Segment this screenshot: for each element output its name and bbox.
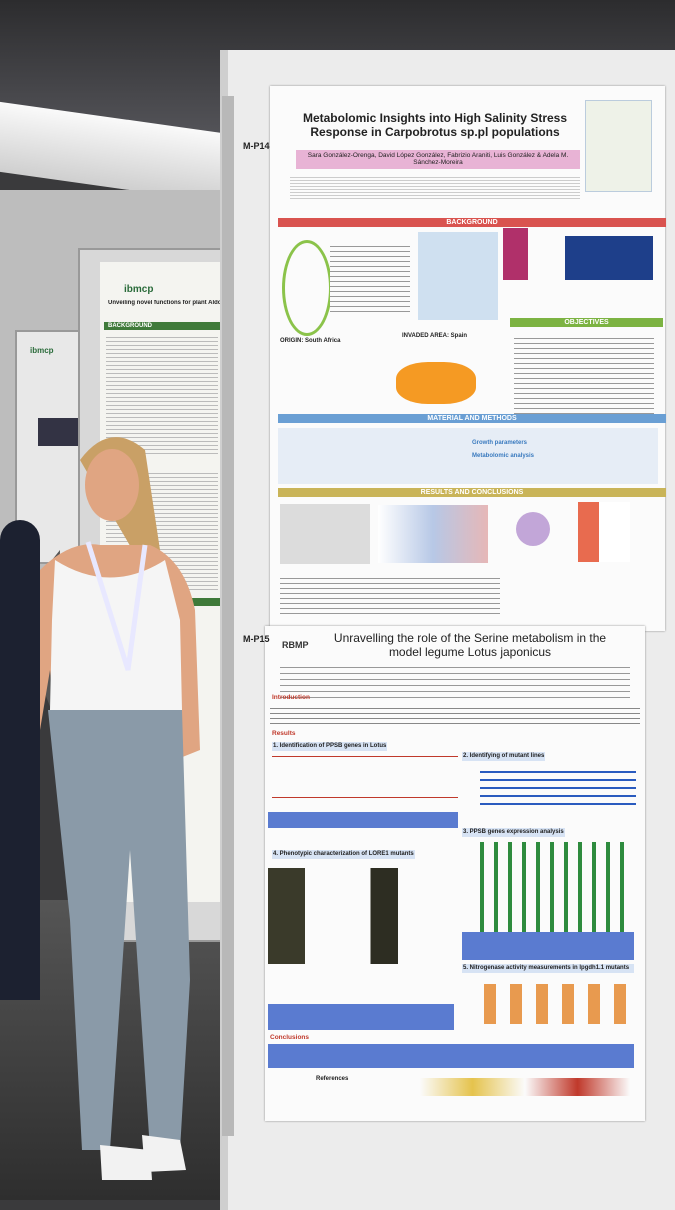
invaded-label: INVADED AREA: Spain: [402, 333, 468, 339]
section: Conclusions: [270, 1034, 310, 1041]
far-image: [38, 418, 78, 446]
authors: [280, 662, 630, 702]
person: [12, 437, 200, 1180]
logo-badge: [585, 100, 652, 192]
face: [85, 449, 139, 521]
section-header: BACKGROUND: [278, 218, 666, 227]
section: Results: [272, 730, 296, 737]
section: 2. Identifying of mutant lines: [462, 752, 546, 761]
poster-authors: Sara González-Orenga, David López Gonzál…: [296, 150, 580, 169]
background-text: [330, 242, 410, 312]
conclusions-box: [268, 1044, 634, 1068]
section: 3. PPSB genes expression analysis: [462, 828, 565, 837]
section: 4. Phenotypic characterization of LORE1 …: [272, 850, 415, 859]
left-logo: ibmcp: [124, 284, 154, 295]
section: References: [316, 1076, 349, 1082]
section: 5. Nitrogenase activity measurements in …: [462, 964, 634, 973]
poster-code: M-P15: [243, 634, 270, 644]
phenotype-photos: [268, 868, 454, 964]
plant-photo: [503, 228, 528, 280]
method-label: Growth parameters: [472, 440, 528, 446]
nitrogenase-chart: [470, 984, 630, 1024]
expression-bars: [470, 842, 634, 932]
left-text: [106, 334, 218, 454]
section: 1. Identification of PPSB genes in Lotus: [272, 742, 388, 751]
methods-panel: [278, 428, 658, 484]
world-map: [565, 236, 653, 280]
gene-map: [480, 765, 636, 805]
conclusion-text: [280, 574, 500, 614]
venn: [516, 512, 550, 546]
board-frame: [222, 96, 234, 1136]
lanyard: [85, 541, 148, 671]
poster-logo: RBMP: [282, 640, 309, 650]
section-header: RESULTS AND CONCLUSIONS: [278, 488, 666, 497]
section: Introduction: [272, 694, 310, 701]
poster-title: Metabolomic Insights into High Salinity …: [302, 111, 568, 139]
intro-text: [270, 704, 640, 726]
blue-box: [268, 1004, 454, 1030]
origin-label: ORIGIN: South Africa: [280, 338, 341, 344]
section-header: MATERIAL AND METHODS: [278, 414, 666, 423]
shoes: [100, 1135, 186, 1180]
left-title: Unveiling novel functions for plant Aldo…: [108, 300, 220, 306]
cycle-diagram: [282, 240, 332, 336]
pca-plot: [378, 505, 488, 563]
gene-box: [268, 812, 458, 828]
trousers: [48, 710, 190, 1150]
funding-logos: [420, 1078, 630, 1096]
seedlings-photo: [280, 504, 370, 564]
poster-code: M-P14: [243, 141, 270, 151]
bar-chart: [578, 502, 630, 562]
bystander: [0, 520, 40, 1000]
spain-map: [396, 362, 476, 404]
map-europe: [418, 232, 498, 320]
objectives-text: [514, 334, 654, 414]
section-header: OBJECTIVES: [510, 318, 663, 327]
affiliations: [290, 175, 580, 199]
left-section: BACKGROUND: [104, 322, 222, 330]
far-logo: ibmcp: [30, 346, 54, 355]
summary-box: [462, 932, 634, 960]
poster-title: Unravelling the role of the Serine metab…: [333, 631, 607, 659]
pathway-diagram: [272, 756, 458, 798]
method-label: Metabolomic analysis: [472, 453, 535, 459]
